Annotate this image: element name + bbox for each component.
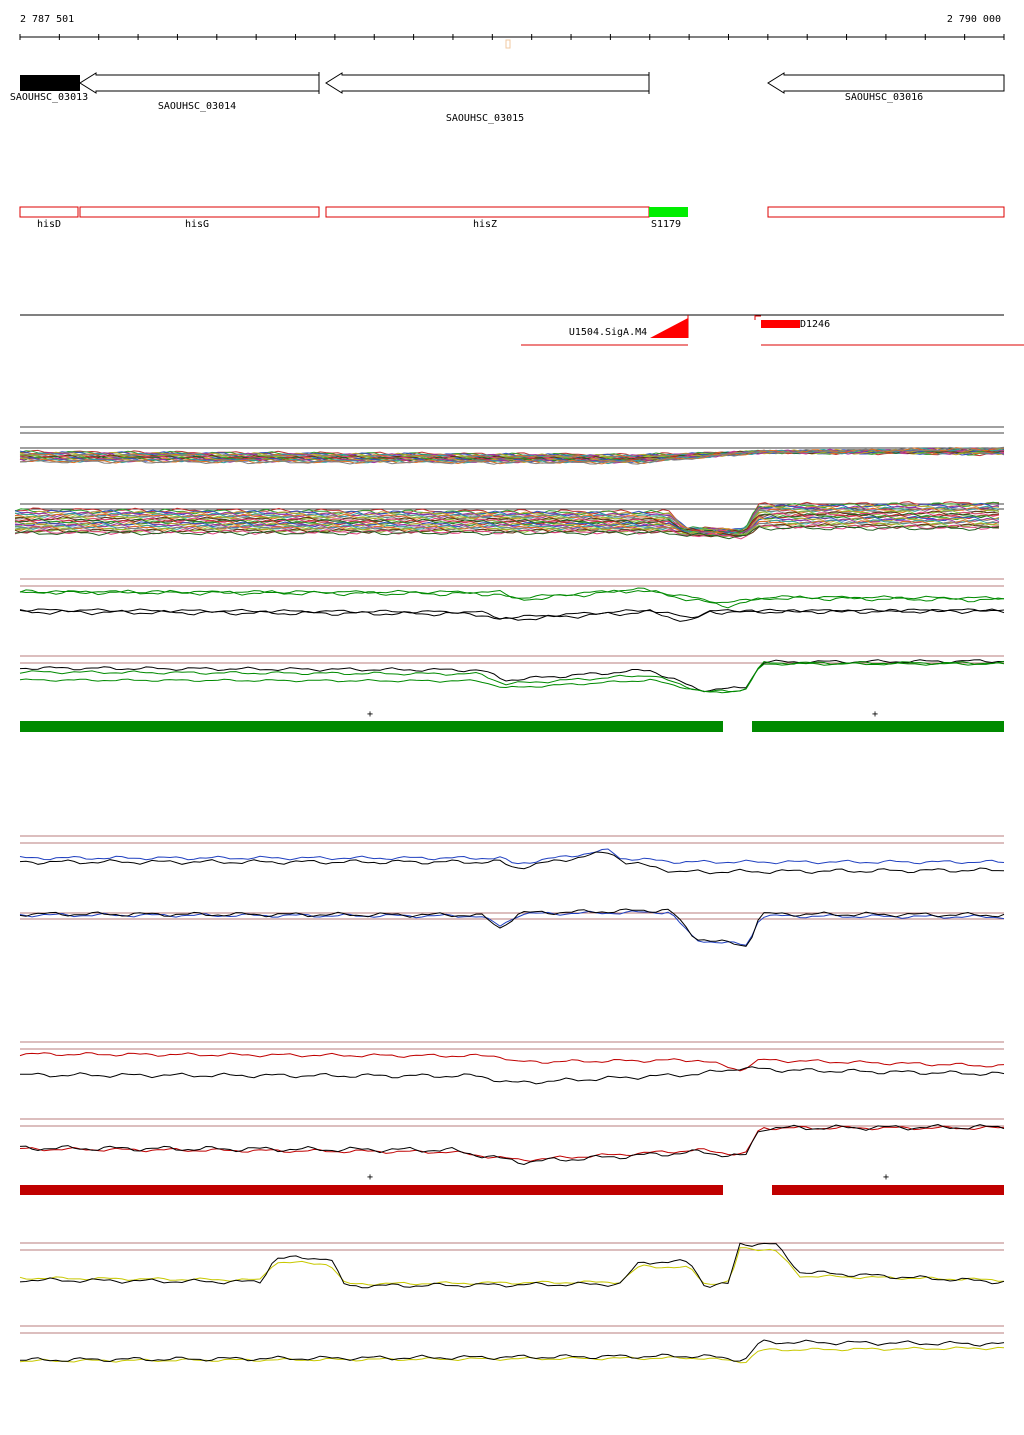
gene-label: SAOUHSC_03013 [10,92,88,103]
strand-bar [752,721,1004,732]
profile-line [20,1066,1005,1085]
feature-label: U1504.SigA.M4 [569,327,647,338]
annotation-box [19,206,79,218]
gene-label: SAOUHSC_03014 [158,101,236,112]
profile-line [20,1339,1005,1363]
profile-line [14,511,1000,535]
profile-line [19,908,1005,947]
gene-label: SAOUHSC_03015 [446,113,524,124]
annotation-box [79,206,320,218]
profile-line [19,1052,1005,1072]
gene-box [20,75,80,91]
strand-bar [20,1185,723,1195]
annotation-label: S1179 [651,219,681,230]
profile-line [19,660,1005,693]
profile-line [19,1247,1005,1286]
profile-line [19,608,1005,620]
annotation-box [767,206,1005,218]
gene-label: SAOUHSC_03016 [845,92,923,103]
profile-line [19,851,1005,875]
feature-mark [754,315,761,320]
feature-label: D1246 [800,319,830,330]
profile-line [14,513,1000,536]
profile-line [14,501,999,533]
profile-line [19,910,1005,946]
profile-line [19,587,1005,604]
strand-label: + [872,709,878,720]
annotation-box [325,206,650,218]
annotation-label: hisZ [473,219,497,230]
annotation-box [649,207,688,217]
profile-line [19,446,1005,465]
ruler-end: 2 790 000 [947,14,1001,25]
gene-arrow [79,72,320,94]
profile-line [19,848,1005,865]
cursor [505,39,511,49]
gene-arrow [767,72,1005,94]
profile-line [14,525,1000,540]
profile-line [19,1242,1005,1289]
strand-label: + [367,1172,373,1183]
profile-line [14,521,1000,538]
strand-bar [772,1185,1004,1195]
profile-line [19,1346,1005,1364]
profile-line [14,505,1000,533]
profile-line [19,662,1005,694]
feature-triangle [650,318,688,338]
profile-line [14,509,1000,535]
profile-line [19,589,1005,609]
strand-label: + [883,1172,889,1183]
strand-label: + [367,709,373,720]
ruler-ticks [19,34,1005,40]
profile-line [19,1125,1005,1162]
strand-bar [20,721,723,732]
profile-line [19,659,1005,693]
ruler-start: 2 787 501 [20,14,74,25]
profile-line [19,1123,1005,1166]
annotation-label: hisD [37,219,61,230]
gene-arrow [325,72,650,94]
profile-tracks [14,426,1005,1364]
feature-box [761,320,800,328]
annotation-label: hisG [185,219,209,230]
profile-line [14,523,1000,538]
profile-line [14,501,1000,533]
